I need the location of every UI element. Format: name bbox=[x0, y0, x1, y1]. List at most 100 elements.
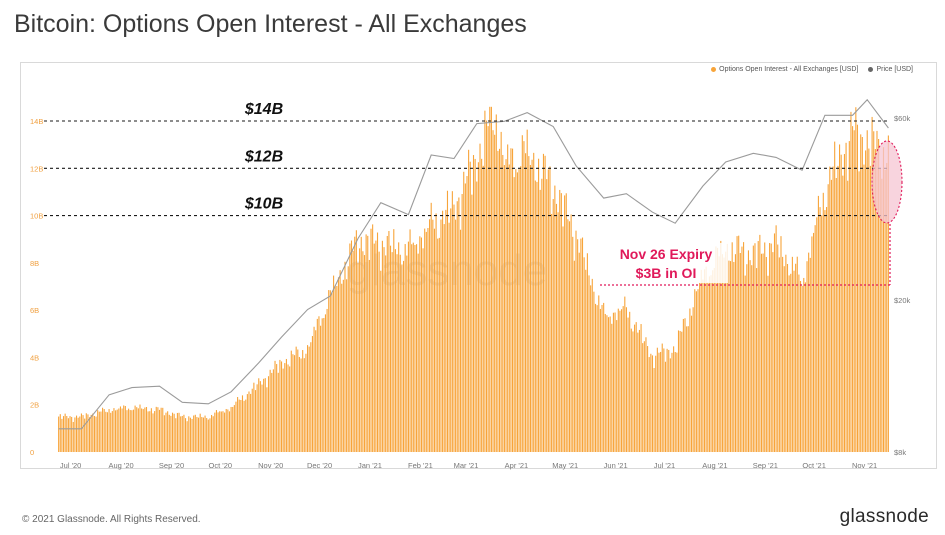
oi-bar bbox=[485, 120, 488, 452]
copyright-footer: © 2021 Glassnode. All Rights Reserved. bbox=[22, 514, 201, 525]
oi-bar bbox=[297, 349, 299, 452]
oi-bar bbox=[201, 417, 203, 452]
oi-bar bbox=[601, 304, 603, 452]
oi-bar bbox=[494, 134, 496, 452]
legend-item-price[interactable]: Price [USD] bbox=[868, 66, 913, 73]
annotation-backdrop bbox=[604, 243, 728, 283]
oi-bar bbox=[759, 234, 761, 452]
oi-bar bbox=[684, 318, 686, 452]
oi-bar bbox=[879, 169, 881, 452]
oi-bar bbox=[547, 169, 549, 452]
oi-bar bbox=[184, 418, 187, 452]
oi-bar bbox=[250, 393, 252, 452]
oi-bar bbox=[150, 408, 152, 452]
oi-bar bbox=[316, 318, 318, 452]
oi-bar bbox=[874, 149, 876, 453]
oi-bar bbox=[228, 411, 231, 452]
legend-item-open-interest[interactable]: Options Open Interest - All Exchanges [U… bbox=[711, 66, 858, 73]
oi-bar bbox=[736, 236, 738, 452]
oi-bars bbox=[58, 106, 889, 453]
oi-bar bbox=[733, 261, 735, 452]
oi-bar bbox=[520, 166, 522, 452]
oi-bar bbox=[144, 407, 146, 452]
oi-bar bbox=[141, 408, 143, 452]
oi-bar bbox=[718, 256, 720, 452]
oi-bar bbox=[663, 348, 665, 452]
oi-bar bbox=[837, 165, 839, 452]
x-tick-label: Nov '21 bbox=[852, 461, 877, 470]
oi-bar bbox=[681, 331, 683, 452]
oi-bar bbox=[399, 254, 401, 452]
oi-bar bbox=[280, 361, 283, 452]
x-tick-label: Apr '21 bbox=[505, 461, 529, 470]
oi-bar bbox=[458, 197, 460, 452]
oi-bar bbox=[676, 352, 678, 452]
oi-bar bbox=[308, 346, 310, 452]
oi-bar bbox=[235, 401, 237, 452]
oi-bar bbox=[269, 369, 271, 452]
oi-bar bbox=[227, 409, 229, 452]
oi-bar bbox=[248, 391, 250, 452]
oi-bar bbox=[404, 244, 406, 452]
expiry-annotation: Nov 26 Expiry $3B in OI bbox=[600, 140, 903, 286]
oi-bar bbox=[373, 243, 375, 452]
oi-bar bbox=[136, 407, 138, 452]
oi-bar bbox=[417, 253, 419, 452]
oi-bar bbox=[848, 141, 850, 452]
oi-bar bbox=[350, 240, 353, 452]
oi-bar bbox=[782, 256, 784, 452]
oi-bar bbox=[708, 276, 710, 452]
oi-bar bbox=[355, 230, 357, 452]
oi-bar bbox=[573, 260, 575, 452]
oi-bar bbox=[660, 351, 662, 452]
oi-bar bbox=[580, 238, 582, 452]
oi-bar bbox=[656, 347, 658, 452]
oi-bar bbox=[204, 415, 206, 452]
oi-bar bbox=[435, 213, 437, 452]
oi-bar bbox=[471, 194, 473, 453]
oi-bar bbox=[549, 166, 551, 452]
oi-bar bbox=[603, 302, 605, 452]
oi-bar bbox=[878, 139, 880, 453]
oi-bar bbox=[621, 309, 623, 452]
oi-bar bbox=[324, 314, 327, 452]
x-tick-label: Jul '20 bbox=[60, 461, 81, 470]
oi-bar bbox=[336, 285, 338, 452]
oi-bar bbox=[546, 179, 548, 452]
x-tick-label: Nov '20 bbox=[258, 461, 283, 470]
oi-bar bbox=[567, 219, 569, 452]
x-tick-label: Oct '20 bbox=[209, 461, 233, 470]
oi-bar bbox=[266, 387, 268, 452]
oi-bar bbox=[826, 207, 828, 452]
oi-bar bbox=[298, 356, 300, 452]
oi-bar bbox=[233, 405, 235, 452]
oi-bar bbox=[451, 191, 453, 452]
oi-bar bbox=[307, 345, 309, 452]
oi-bar bbox=[427, 227, 429, 452]
oi-bar bbox=[661, 343, 663, 452]
oi-bar bbox=[588, 275, 590, 452]
oi-bar bbox=[747, 250, 750, 452]
oi-bar bbox=[154, 411, 156, 452]
oi-bar bbox=[271, 372, 273, 452]
oi-bar bbox=[463, 171, 465, 452]
oi-bar bbox=[412, 242, 414, 452]
oi-bar bbox=[450, 208, 452, 452]
oi-bar bbox=[318, 316, 320, 452]
oi-bar bbox=[295, 346, 297, 452]
oi-bar bbox=[686, 326, 688, 452]
oi-bar bbox=[539, 189, 541, 452]
oi-bar bbox=[694, 289, 696, 452]
oi-bar bbox=[650, 353, 652, 452]
oi-bar bbox=[258, 378, 260, 452]
oi-bar bbox=[89, 417, 91, 452]
oi-bar bbox=[648, 357, 650, 452]
oi-bar bbox=[279, 359, 281, 452]
oi-bar bbox=[627, 317, 629, 452]
oi-bar bbox=[666, 348, 668, 452]
oi-bar bbox=[98, 411, 100, 452]
oi-bar bbox=[220, 411, 222, 452]
oi-bar bbox=[103, 409, 105, 452]
oi-bar bbox=[869, 165, 872, 453]
oi-bar bbox=[67, 418, 69, 452]
